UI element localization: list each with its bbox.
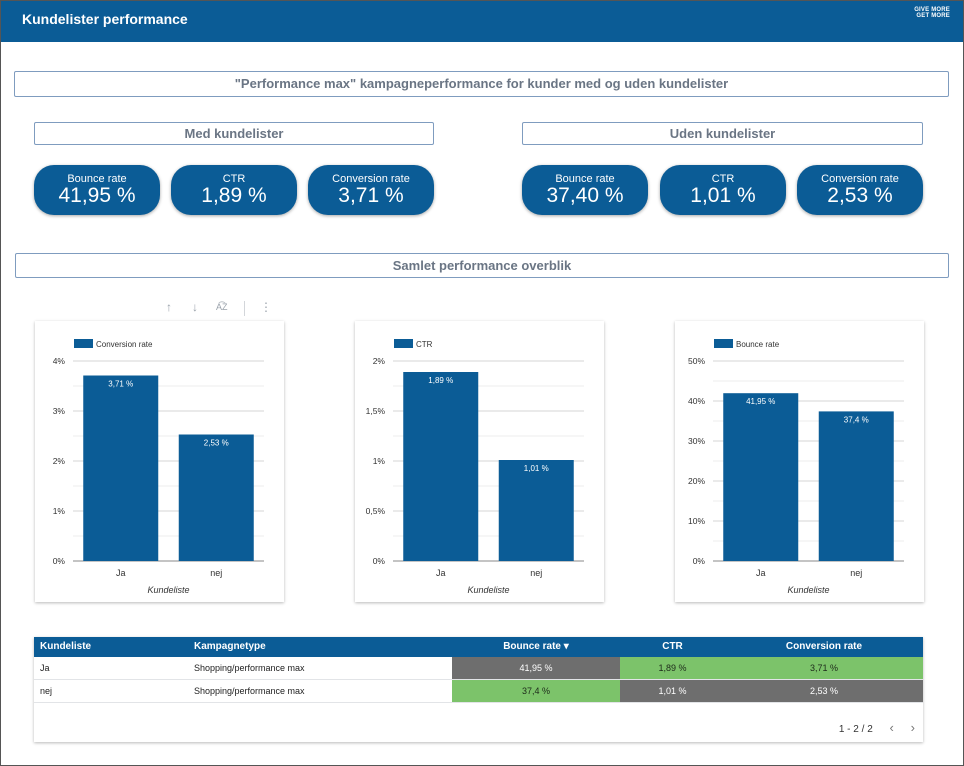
chart-card-bounce: Bounce rate 0% 10% 20% 30% 40% 50% 41,95 % Ja 37,… bbox=[675, 321, 924, 602]
x-axis-label: Kundeliste bbox=[147, 585, 189, 595]
y-tick-label: 0% bbox=[53, 556, 66, 566]
table-row: Ja Shopping/performance max 41,95 % 1,89… bbox=[34, 657, 923, 680]
logo: GIVE MORE GET MORE bbox=[914, 7, 950, 19]
legend-label: CTR bbox=[416, 340, 433, 349]
bar bbox=[818, 411, 894, 561]
legend-swatch bbox=[394, 339, 413, 348]
kpi-med-ctr: CTR 1,89 % bbox=[171, 165, 297, 215]
bar bbox=[83, 375, 159, 561]
legend-label: Bounce rate bbox=[736, 340, 780, 349]
data-table: Kundeliste Kampagnetype Bounce rate ▾ CT… bbox=[34, 637, 923, 742]
pagination-range: 1 - 2 / 2 bbox=[838, 724, 873, 735]
col-header-ctr[interactable]: CTR bbox=[662, 641, 683, 652]
cell-ctr: 1,01 % bbox=[620, 680, 725, 702]
y-tick-label: 1% bbox=[53, 506, 66, 516]
y-tick-label: 20% bbox=[688, 476, 705, 486]
section-title-samlet: Samlet performance overblik bbox=[15, 253, 949, 278]
col-header-bounce-rate[interactable]: Bounce rate ▾ bbox=[503, 641, 569, 652]
cell-kundeliste: Ja bbox=[40, 663, 50, 673]
data-label: 1,89 % bbox=[428, 376, 453, 385]
section-title-main: "Performance max" kampagneperformance fo… bbox=[14, 71, 949, 97]
y-tick-label: 0,5% bbox=[366, 506, 386, 516]
table-header: Kundeliste Kampagnetype Bounce rate ▾ CT… bbox=[34, 637, 923, 657]
sort-az-icon[interactable]: A͡Z bbox=[216, 302, 228, 312]
data-label: 41,95 % bbox=[746, 397, 775, 406]
cell-kundeliste: nej bbox=[40, 686, 53, 696]
more-options-icon[interactable]: ⋮ bbox=[260, 300, 272, 314]
y-tick-label: 40% bbox=[688, 396, 705, 406]
cell-bounce-rate: 41,95 % bbox=[452, 657, 620, 679]
chart-conversion: Conversion rate 0% 1% 2% 3% 4% 3,71 % Ja 2,53 % n… bbox=[53, 339, 264, 595]
y-tick-label: 2% bbox=[53, 456, 66, 466]
cell-kampagnetype: Shopping/performance max bbox=[194, 686, 305, 696]
y-tick-label: 0% bbox=[693, 556, 706, 566]
col-header-conversion-rate[interactable]: Conversion rate bbox=[785, 641, 863, 652]
kpi-uden-ctr: CTR 1,01 % bbox=[660, 165, 786, 215]
bar bbox=[498, 460, 574, 561]
x-tick-label: nej bbox=[530, 568, 542, 578]
data-label: 37,4 % bbox=[844, 415, 869, 424]
y-tick-label: 10% bbox=[688, 516, 705, 526]
cell-ctr: 1,89 % bbox=[620, 657, 725, 679]
cell-conversion-rate: 3,71 % bbox=[725, 657, 923, 679]
kpi-med-bounce: Bounce rate 41,95 % bbox=[34, 165, 160, 215]
col-header-kampagnetype[interactable]: Kampagnetype bbox=[194, 641, 266, 652]
cell-bounce-rate: 37,4 % bbox=[452, 680, 620, 702]
section-title-med: Med kundelister bbox=[34, 122, 434, 145]
kpi-med-conversion: Conversion rate 3,71 % bbox=[308, 165, 434, 215]
y-tick-label: 0% bbox=[373, 556, 386, 566]
legend-swatch bbox=[74, 339, 93, 348]
sort-descending-icon[interactable]: ↓ bbox=[192, 300, 198, 314]
chart-bounce: Bounce rate 0% 10% 20% 30% 40% 50% 41,95 % Ja 37,… bbox=[688, 339, 904, 595]
next-page-icon[interactable]: › bbox=[910, 720, 915, 735]
prev-page-icon[interactable]: ‹ bbox=[889, 720, 894, 735]
x-axis-label: Kundeliste bbox=[467, 585, 509, 595]
toolbar-divider bbox=[244, 301, 245, 316]
x-tick-label: Ja bbox=[436, 568, 446, 578]
bar bbox=[178, 434, 254, 561]
legend-swatch bbox=[714, 339, 733, 348]
section-title-uden: Uden kundelister bbox=[522, 122, 923, 145]
y-tick-label: 1% bbox=[373, 456, 386, 466]
y-tick-label: 4% bbox=[53, 356, 66, 366]
page-title: Kundelister performance bbox=[22, 11, 188, 27]
kpi-uden-bounce: Bounce rate 37,40 % bbox=[522, 165, 648, 215]
y-tick-label: 3% bbox=[53, 406, 66, 416]
kpi-uden-conversion: Conversion rate 2,53 % bbox=[797, 165, 923, 215]
legend-label: Conversion rate bbox=[96, 340, 153, 349]
cell-kampagnetype: Shopping/performance max bbox=[194, 663, 305, 673]
x-tick-label: Ja bbox=[116, 568, 126, 578]
bar bbox=[403, 372, 479, 561]
chart-toolbar: ↑ ↓ A͡Z ⋮ bbox=[166, 300, 276, 318]
data-label: 1,01 % bbox=[524, 464, 549, 473]
bar bbox=[723, 393, 799, 561]
y-tick-label: 50% bbox=[688, 356, 705, 366]
cell-conversion-rate: 2,53 % bbox=[725, 680, 923, 702]
data-label: 2,53 % bbox=[204, 439, 229, 448]
chart-ctr: CTR 0% 0,5% 1% 1,5% 2% 1,89 % Ja 1,01 % nej Kundel… bbox=[366, 339, 584, 595]
y-tick-label: 2% bbox=[373, 356, 386, 366]
y-tick-label: 1,5% bbox=[366, 406, 386, 416]
x-tick-label: nej bbox=[210, 568, 222, 578]
data-label: 3,71 % bbox=[108, 380, 133, 389]
x-axis-label: Kundeliste bbox=[787, 585, 829, 595]
col-header-kundeliste[interactable]: Kundeliste bbox=[40, 641, 92, 652]
pagination: 1 - 2 / 2 ‹ › bbox=[839, 720, 915, 735]
x-tick-label: Ja bbox=[756, 568, 766, 578]
y-tick-label: 30% bbox=[688, 436, 705, 446]
chart-card-ctr: CTR 0% 0,5% 1% 1,5% 2% 1,89 % Ja 1,01 % nej Kundel… bbox=[355, 321, 604, 602]
table-row: nej Shopping/performance max 37,4 % 1,01… bbox=[34, 680, 923, 703]
x-tick-label: nej bbox=[850, 568, 862, 578]
chart-card-conversion: Conversion rate 0% 1% 2% 3% 4% 3,71 % Ja 2,53 % n… bbox=[35, 321, 284, 602]
top-bar: Kundelister performance GIVE MORE GET MO… bbox=[0, 0, 964, 42]
sort-ascending-icon[interactable]: ↑ bbox=[166, 300, 172, 314]
